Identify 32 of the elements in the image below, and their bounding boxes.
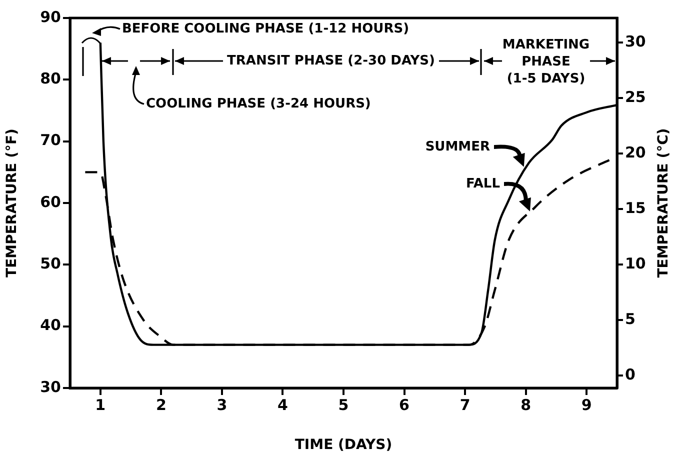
- y2-tick-label: 30: [625, 32, 646, 51]
- y2-tick-label: 15: [625, 199, 646, 218]
- y-tick-label: 30: [40, 378, 61, 396]
- legend-label: SUMMER: [425, 139, 490, 154]
- y2-tick-label: 0: [625, 366, 636, 384]
- y2-tick-label: 10: [625, 254, 646, 273]
- y-axis-title: TEMPERATURE (°F): [4, 128, 20, 278]
- x-tick-label: 6: [399, 396, 410, 414]
- annotation: TRANSIT PHASE (2-30 DAYS): [227, 53, 435, 68]
- y-tick-label: 40: [40, 316, 61, 334]
- x-tick-label: 4: [278, 396, 288, 414]
- x-tick-label: 7: [460, 396, 470, 414]
- annotation: COOLING PHASE (3-24 HOURS): [146, 96, 371, 112]
- y-tick-label: 60: [40, 192, 61, 211]
- x-tick-label: 5: [338, 396, 349, 414]
- x-axis-title: TIME (DAYS): [294, 437, 392, 454]
- y2-tick-label: 20: [625, 144, 646, 162]
- legend-label: FALL: [466, 176, 500, 192]
- annotation: MARKETING PHASE (1-5 DAYS): [502, 37, 590, 86]
- y2-tick-label: 25: [625, 88, 646, 106]
- y2-axis-title: TEMPERATURE (°C): [656, 128, 672, 278]
- x-tick-label: 2: [156, 396, 166, 414]
- annotation: BEFORE COOLING PHASE (1-12 HOURS): [122, 21, 410, 36]
- y-tick-label: 50: [40, 254, 61, 273]
- y-tick-label: 70: [40, 131, 61, 150]
- y2-tick-label: 5: [625, 310, 636, 328]
- y-tick-label: 90: [40, 8, 61, 26]
- x-tick-label: 1: [95, 396, 106, 414]
- x-tick-label: 9: [581, 396, 592, 414]
- y-tick-label: 80: [40, 70, 61, 88]
- x-tick-label: 3: [216, 396, 228, 414]
- x-tick-label: 8: [520, 396, 532, 414]
